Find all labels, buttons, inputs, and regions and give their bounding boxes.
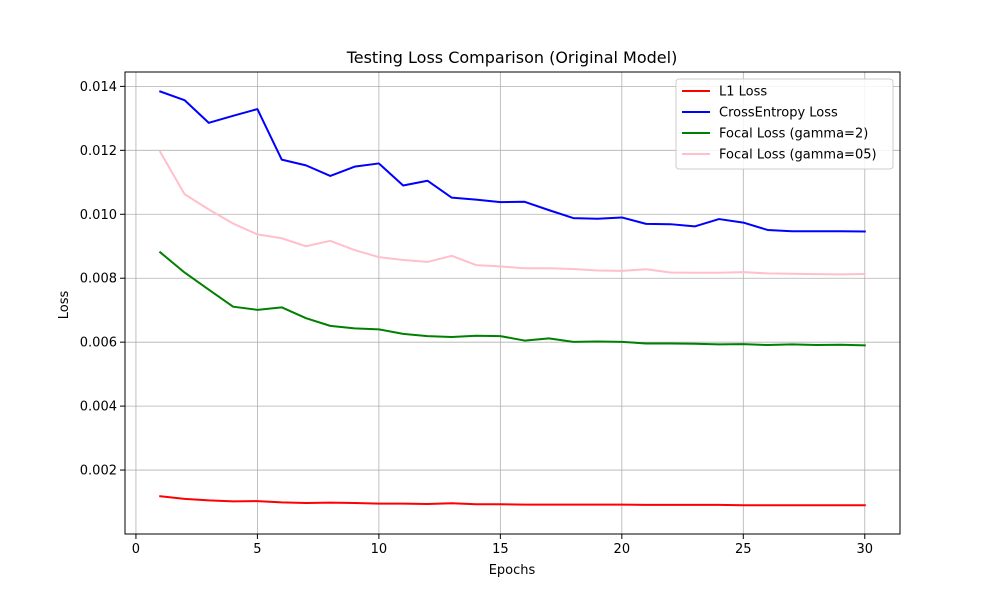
legend-label-1: CrossEntropy Loss bbox=[719, 106, 838, 121]
y-tick-label: 0.008 bbox=[80, 272, 117, 287]
legend-label-2: Focal Loss (gamma=2) bbox=[719, 127, 868, 142]
x-tick-label: 10 bbox=[371, 542, 388, 557]
series-lines bbox=[158, 90, 866, 507]
y-tick-label: 0.014 bbox=[80, 80, 117, 95]
x-tick-label: 5 bbox=[253, 542, 261, 557]
y-axis-title: Loss bbox=[57, 291, 72, 320]
x-tick-label: 0 bbox=[132, 542, 140, 557]
series-line-0 bbox=[159, 495, 866, 507]
chart-title: Testing Loss Comparison (Original Model) bbox=[346, 48, 678, 67]
y-tick-label: 0.006 bbox=[80, 336, 117, 351]
series-line-2 bbox=[158, 250, 866, 347]
series-line-3 bbox=[158, 150, 866, 276]
plot-frame bbox=[124, 71, 901, 535]
axis-ticks: 0 5 10 15 20 25 30 0.002 0.004 0.006 0.008 0.010 0.0… bbox=[80, 80, 873, 557]
y-tick-label: 0.012 bbox=[80, 144, 117, 159]
x-axis-title: Epochs bbox=[489, 563, 536, 578]
x-tick-label: 20 bbox=[614, 542, 631, 557]
y-tick-label: 0.010 bbox=[80, 208, 117, 223]
x-tick-label: 15 bbox=[492, 542, 509, 557]
series-line-1 bbox=[158, 90, 866, 233]
x-tick-label: 25 bbox=[735, 542, 752, 557]
legend-box bbox=[675, 78, 894, 170]
legend-label-0: L1 Loss bbox=[719, 85, 767, 100]
x-tick-label: 30 bbox=[856, 542, 873, 557]
grid bbox=[125, 72, 900, 534]
legend-label-3: Focal Loss (gamma=05) bbox=[719, 148, 877, 163]
y-tick-label: 0.004 bbox=[80, 400, 117, 415]
legend: L1 Loss CrossEntropy Loss Focal Loss (gamm… bbox=[675, 78, 894, 170]
y-tick-label: 0.002 bbox=[80, 464, 117, 479]
